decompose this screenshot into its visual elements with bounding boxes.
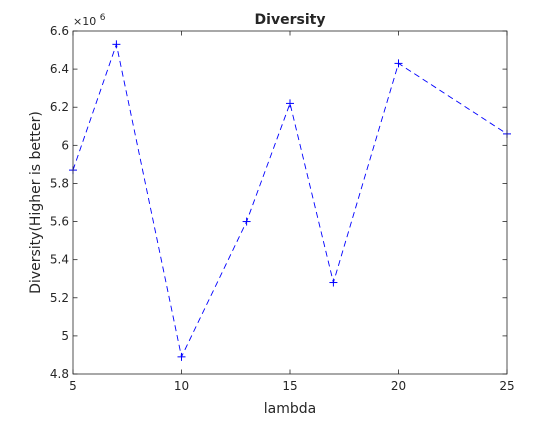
chart-title: Diversity [255,12,326,28]
x-tick-label: 10 [174,379,189,393]
y-tick-label: 5.6 [50,215,69,229]
y-tick-label: 6.2 [50,100,69,114]
y-tick-label: 5.4 [50,253,69,267]
series-line [72,42,508,359]
y-axis-label: Diversity(Higher is better) [28,111,44,294]
x-axis-label: lambda [264,401,316,417]
data-point-marker [177,352,186,361]
x-tick-label: 20 [391,379,406,393]
y-tick-label: 6.6 [50,24,69,38]
y-exponent-label: ×10 6 [73,13,106,28]
data-point-marker [112,40,121,49]
data-point-marker [286,99,294,108]
x-tick-label: 5 [69,379,77,393]
y-exponent-base: ×10 [73,15,96,28]
y-tick-label: 6 [61,138,69,152]
data-point-marker [242,217,251,226]
x-tick-label: 25 [499,379,514,393]
y-exponent-power: 6 [100,13,106,23]
tick-labels: 5 10 15 20 254.855.25.45.65.866.26.46.6 [50,24,515,393]
data-point-marker [329,278,338,287]
y-tick-label: 5.2 [50,291,69,305]
y-tick-label: 4.8 [50,367,69,381]
axes-box [72,30,508,375]
y-tick-label: 6.4 [50,62,69,76]
x-tick-label: 15 [282,379,297,393]
y-tick-label: 5.8 [50,176,69,190]
plot-area [73,31,507,374]
data-point-marker [394,59,403,68]
y-tick-label: 5 [61,329,69,343]
